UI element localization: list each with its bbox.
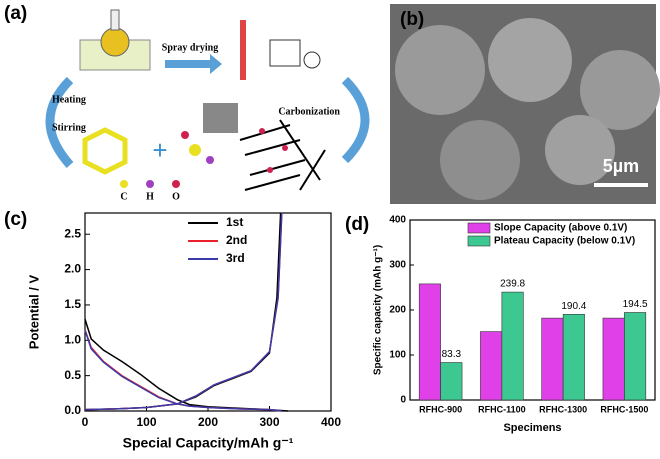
apparatus [240,20,246,80]
y-tick-label: 0.0 [64,403,81,417]
plus: + [152,135,167,165]
atom [172,180,180,188]
y-tick-label: 1.0 [64,332,81,346]
bar [602,317,625,401]
particle [545,115,615,185]
x-tick-label: 100 [136,415,156,429]
x-tick-label: 0 [82,415,89,429]
particle [395,25,485,115]
bar [501,291,524,401]
x-tick-label: RFHC-1300 [539,404,587,414]
atom-label: C [120,191,127,202]
atom [267,167,273,173]
panel-a: (a) Spray drying Carbonization Heating S… [4,3,370,202]
y-tick-label: 100 [389,350,406,361]
apparatus [269,39,301,67]
y-tick-label: 0.5 [64,368,81,382]
atom [146,180,154,188]
x-tick-label: 300 [259,415,279,429]
bar [418,283,441,401]
atom [282,145,288,151]
data-label: 83.3 [442,349,462,360]
arrow [341,76,370,164]
sem-inset [203,103,238,133]
y-tick-label: 1.5 [64,297,81,311]
particle [440,120,520,200]
atom [189,144,201,156]
particle [488,18,572,102]
panel-label: (b) [400,9,424,30]
carbon-layers [239,119,326,191]
apparatus [303,51,321,69]
bar [480,331,503,401]
legend-label: 1st [226,215,243,229]
x-axis-label: Special Capacity/mAh g⁻¹ [123,435,294,451]
bar [440,362,463,401]
legend-label: 2nd [226,233,247,247]
step-label: Spray drying [162,42,218,53]
x-tick-label: 200 [198,415,218,429]
scale-label: 5µm [603,156,639,176]
particle [580,50,660,130]
data-label: 190.4 [561,301,586,312]
molecule [82,127,128,175]
data-line [84,212,283,412]
x-tick-label: 400 [321,415,341,429]
atom [259,128,265,134]
y-tick-label: 0 [400,395,406,406]
atom-label: H [146,191,154,202]
y-tick-label: 300 [389,260,406,271]
atom [120,180,128,188]
panel-b: (b) 5µm [390,4,660,204]
x-tick-label: RFHC-1100 [478,404,526,414]
flask-neck [110,9,120,31]
step-label: Stirring [52,122,86,133]
legend-label: 3rd [226,251,245,265]
arrow [45,76,74,168]
y-axis-label: Specific capacity (mAh g⁻¹) [373,245,384,375]
data-line [84,212,283,412]
y-tick-label: 2.0 [64,262,81,276]
x-axis-label: Specimens [503,422,561,434]
y-tick-label: 200 [389,305,406,316]
arrow [165,54,222,74]
bar [624,312,647,401]
panel-label: (c) [4,209,27,230]
x-tick-label: RFHC-1500 [600,404,648,414]
y-tick-label: 2.5 [64,226,81,240]
panel-label: (d) [345,214,369,235]
panel-label: (a) [4,3,27,24]
legend-swatch [467,222,491,234]
y-axis-label: Potential / V [26,274,41,349]
x-tick-label: RFHC-900 [419,404,462,414]
data-label: 194.5 [623,299,648,310]
data-label: 239.8 [500,279,525,290]
atom [206,156,214,164]
legend-swatch [467,235,491,247]
data-line [84,212,288,412]
bar [541,317,564,401]
plot-frame [84,212,332,412]
step-label: Heating [52,94,86,105]
atom-label: O [172,191,180,202]
legend-label: Slope Capacity (above 0.1V) [494,223,627,234]
flask [100,27,130,57]
step-label: Carbonization [278,106,340,117]
bar [562,314,585,401]
atom [181,131,189,139]
y-tick-label: 400 [389,215,406,226]
legend-label: Plateau Capacity (below 0.1V) [494,236,635,247]
